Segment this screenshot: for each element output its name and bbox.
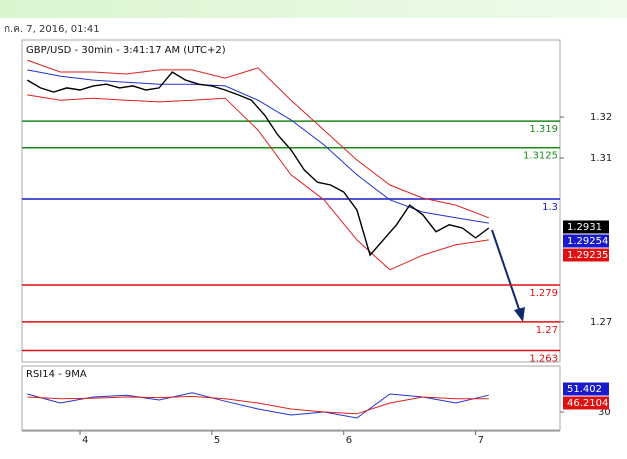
price-tag-label: 1.2931 bbox=[567, 222, 602, 233]
level-label: 1.263 bbox=[529, 354, 558, 365]
y-tick-label: 1.31 bbox=[590, 153, 612, 164]
overlay-line bbox=[27, 59, 489, 219]
level-label: 1.3125 bbox=[523, 151, 558, 162]
price-panel bbox=[21, 39, 561, 363]
x-tick-label: 5 bbox=[214, 435, 220, 446]
series-line bbox=[26, 71, 490, 257]
x-tick-label: 7 bbox=[478, 435, 484, 446]
series-line bbox=[27, 392, 489, 419]
price-tag bbox=[563, 220, 609, 234]
level-label: 1.279 bbox=[529, 288, 558, 299]
y-tick-label: 30 bbox=[598, 407, 611, 418]
price-tag-label: 51.402 bbox=[567, 384, 602, 395]
price-tag bbox=[563, 248, 609, 262]
series-line bbox=[27, 395, 489, 415]
overlay-line bbox=[27, 94, 489, 271]
price-tag bbox=[563, 382, 609, 396]
y-tick-label: 1.32 bbox=[590, 112, 612, 123]
price-tag bbox=[563, 396, 609, 410]
level-label: 1.319 bbox=[529, 124, 558, 135]
chart-title: GBP/USD - 30min - 3:41:17 AM (UTC+2) bbox=[26, 45, 226, 56]
x-tick-label: 6 bbox=[346, 435, 352, 446]
price-tag-label: 1.29235 bbox=[567, 250, 608, 261]
level-label: 1.27 bbox=[536, 325, 558, 336]
arrow-head bbox=[514, 307, 525, 322]
top-bar bbox=[0, 0, 627, 18]
price-tag bbox=[563, 234, 609, 248]
rsi-title: RSI14 - 9MA bbox=[26, 369, 87, 380]
arrow bbox=[491, 229, 521, 313]
overlay-line bbox=[27, 69, 489, 224]
y-tick-label: 1.27 bbox=[590, 317, 612, 328]
timestamp: ก.ค. 7, 2016, 01:41 bbox=[4, 24, 100, 35]
x-tick-label: 4 bbox=[82, 435, 88, 446]
level-label: 1.3 bbox=[542, 202, 558, 213]
price-tag-label: 1.29254 bbox=[567, 236, 608, 247]
price-tag-label: 46.2104 bbox=[567, 398, 608, 409]
